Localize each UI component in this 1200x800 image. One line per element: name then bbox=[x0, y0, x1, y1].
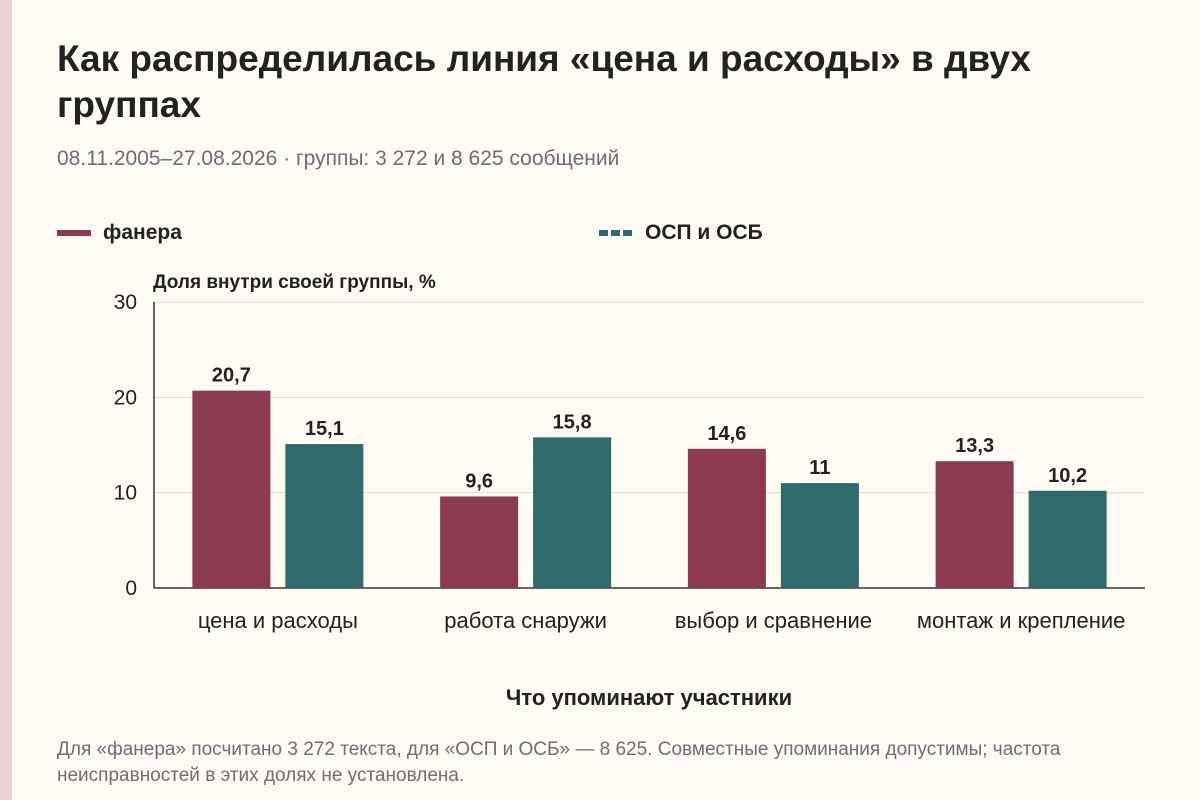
footnote: Для «фанера» посчитано 3 272 текста, для… bbox=[57, 739, 1061, 786]
bar-series-1 bbox=[935, 461, 1014, 588]
bar-series-2 bbox=[1028, 490, 1107, 588]
bar-value-label: 9,6 bbox=[465, 470, 493, 492]
legend-swatch-series-2 bbox=[599, 230, 632, 236]
legend-label-series-2: ОСП и ОСБ bbox=[645, 221, 763, 244]
legend: фанера ОСП и ОСБ bbox=[57, 218, 1157, 248]
bar-value-label: 10,2 bbox=[1048, 465, 1087, 487]
bar-value-label: 15,8 bbox=[553, 411, 592, 433]
x-tick-label: монтаж и крепление bbox=[917, 608, 1126, 633]
chart-subtitle: 08.11.2005–27.08.2026 · группы: 3 272 и … bbox=[57, 147, 620, 170]
bar-series-1 bbox=[687, 448, 766, 588]
bar-value-label: 13,3 bbox=[955, 435, 994, 457]
y-tick-label: 20 bbox=[114, 386, 137, 409]
bar-series-2 bbox=[533, 437, 612, 588]
x-tick-label: цена и расходы bbox=[198, 608, 358, 633]
bar-series-1 bbox=[440, 496, 519, 588]
legend-item-series-2: ОСП и ОСБ bbox=[599, 218, 763, 248]
x-tick-label: выбор и сравнение bbox=[675, 608, 872, 633]
legend-swatch-series-1 bbox=[57, 230, 91, 236]
x-axis-title: Что упоминают участники bbox=[505, 685, 793, 710]
legend-label-series-1: фанера bbox=[103, 221, 182, 244]
y-axis-title: Доля внутри своей группы, % bbox=[153, 272, 436, 293]
bar-series-2 bbox=[285, 444, 364, 588]
left-accent-strip bbox=[0, 0, 12, 800]
bar-series-2 bbox=[780, 483, 859, 588]
bar-value-label: 20,7 bbox=[212, 365, 251, 387]
legend-item-series-1: фанера bbox=[57, 218, 182, 248]
bar-value-label: 11 bbox=[809, 457, 830, 479]
bar-series-1 bbox=[192, 390, 271, 588]
x-tick-label: работа снаружи bbox=[444, 608, 607, 633]
y-tick-label: 10 bbox=[114, 482, 137, 505]
bar-value-label: 15,1 bbox=[305, 418, 344, 440]
y-tick-label: 30 bbox=[114, 291, 137, 314]
bar-value-label: 14,6 bbox=[707, 423, 746, 445]
y-tick-label: 0 bbox=[125, 577, 137, 600]
chart-title: Как распределилась линия «цена и расходы… bbox=[57, 38, 1031, 125]
